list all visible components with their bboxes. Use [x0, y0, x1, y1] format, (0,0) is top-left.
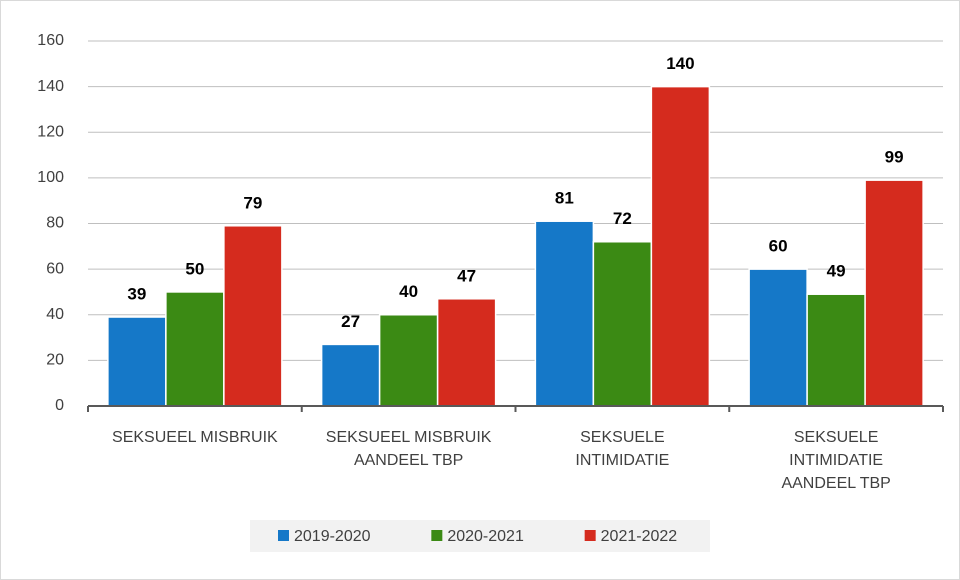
y-tick-label: 140 [37, 78, 64, 95]
value-label: 39 [127, 285, 146, 304]
bar [320, 343, 381, 407]
value-label: 60 [769, 237, 788, 256]
legend-label: 2021-2022 [601, 528, 678, 545]
bar [165, 291, 225, 407]
legend-box [250, 520, 710, 552]
value-label: 81 [555, 189, 574, 208]
x-tick-label-line: SEKSUELE [794, 429, 878, 446]
y-tick-label: 160 [37, 32, 64, 49]
x-tick-label: SEKSUELE INTIMIDATIE AANDEEL TBP [781, 429, 890, 492]
bar [436, 298, 497, 407]
bar [748, 268, 808, 407]
value-label: 49 [827, 262, 846, 281]
legend-swatch [431, 530, 443, 541]
bar [534, 220, 595, 407]
value-label: 140 [666, 54, 694, 73]
bar [223, 225, 283, 407]
y-tick-label: 40 [46, 306, 64, 323]
y-tick-label: 80 [46, 215, 64, 232]
bar [592, 241, 653, 407]
bar [650, 85, 711, 407]
x-tick-label-line: INTIMIDATIE [575, 452, 669, 469]
bar [107, 316, 167, 407]
x-tick-label: SEKSUEEL MISBRUIK [112, 429, 278, 446]
legend-swatch [584, 530, 596, 541]
y-tick-label: 60 [46, 260, 64, 277]
bar [378, 314, 439, 407]
y-tick-label: 20 [46, 352, 64, 369]
value-label: 47 [457, 266, 476, 285]
value-label: 72 [613, 209, 632, 228]
y-tick-label: 0 [55, 397, 64, 414]
value-label: 27 [341, 312, 360, 331]
y-tick-label: 100 [37, 169, 64, 186]
value-label: 79 [243, 193, 262, 212]
value-label: 40 [399, 282, 418, 301]
value-label: 50 [185, 259, 204, 278]
bar [864, 179, 924, 407]
bar [806, 293, 866, 407]
x-tick-label-line: SEKSUELE [580, 429, 664, 446]
x-tick-label: SEKSUEEL MISBRUIK AANDEEL TBP [326, 429, 492, 469]
legend-label: 2020-2021 [447, 528, 524, 545]
y-tick-label: 120 [37, 123, 64, 140]
x-tick-label-line: INTIMIDATIE [789, 452, 883, 469]
x-tick-label-line: SEKSUEEL MISBRUIK [112, 429, 278, 446]
x-tick-label: SEKSUELE INTIMIDATIE [575, 429, 669, 469]
value-label: 99 [885, 148, 904, 167]
x-tick-label-line: AANDEEL TBP [354, 452, 463, 469]
legend-swatch [278, 530, 289, 541]
legend-label: 2019-2020 [294, 528, 371, 545]
x-tick-label-line: AANDEEL TBP [781, 475, 890, 492]
x-tick-label-line: SEKSUEEL MISBRUIK [326, 429, 492, 446]
